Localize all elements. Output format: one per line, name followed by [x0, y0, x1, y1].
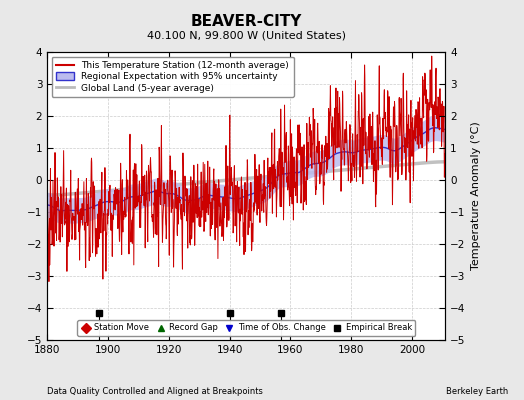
Text: 40.100 N, 99.800 W (United States): 40.100 N, 99.800 W (United States) [147, 30, 346, 40]
Text: BEAVER-CITY: BEAVER-CITY [191, 14, 302, 29]
Legend: Station Move, Record Gap, Time of Obs. Change, Empirical Break: Station Move, Record Gap, Time of Obs. C… [77, 320, 416, 336]
Text: Berkeley Earth: Berkeley Earth [446, 387, 508, 396]
Text: Data Quality Controlled and Aligned at Breakpoints: Data Quality Controlled and Aligned at B… [47, 387, 263, 396]
Y-axis label: Temperature Anomaly (°C): Temperature Anomaly (°C) [471, 122, 481, 270]
